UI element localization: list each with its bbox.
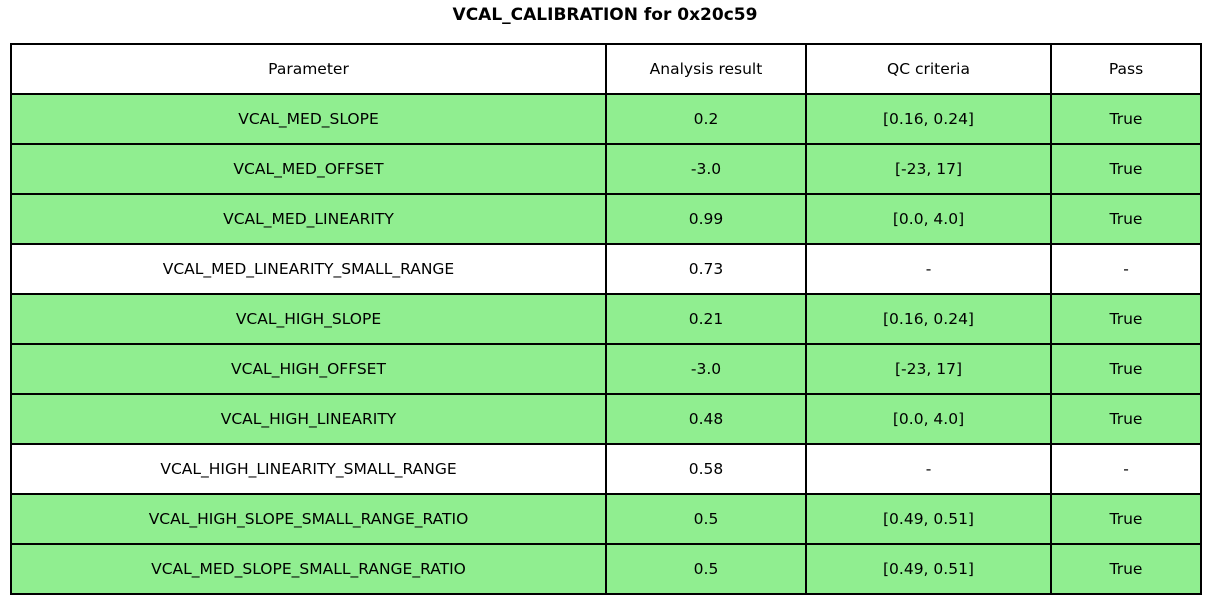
table-row: VCAL_HIGH_LINEARITY 0.48 [0.0, 4.0] True — [10, 393, 1202, 445]
table-row: VCAL_HIGH_LINEARITY_SMALL_RANGE 0.58- - — [10, 443, 1202, 495]
parameter-cell: VCAL_HIGH_LINEARITY_SMALL_RANGE — [10, 443, 607, 495]
parameter-cell: VCAL_MED_LINEARITY_SMALL_RANGE — [10, 243, 607, 295]
column-header-analysis-result: Analysis result — [605, 43, 807, 95]
table-header: Parameter Analysis result QC criteria Pa… — [10, 43, 1202, 95]
pass-cell: True — [1050, 493, 1202, 545]
pass-cell: True — [1050, 393, 1202, 445]
parameter-cell: VCAL_MED_OFFSET — [10, 143, 607, 195]
parameter-cell: VCAL_MED_SLOPE_SMALL_RANGE_RATIO — [10, 543, 607, 595]
table-row: VCAL_MED_SLOPE 0.2 [0.16, 0.24] True — [10, 93, 1202, 145]
qc-criteria-cell: [0.0, 4.0] — [805, 193, 1052, 245]
parameter-cell: VCAL_HIGH_LINEARITY — [10, 393, 607, 445]
parameter-cell: VCAL_HIGH_SLOPE_SMALL_RANGE_RATIO — [10, 493, 607, 545]
parameter-cell: VCAL_HIGH_SLOPE — [10, 293, 607, 345]
qc-criteria-cell: [0.0, 4.0] — [805, 393, 1052, 445]
analysis-result-cell: -3.0 — [605, 343, 807, 395]
header-row: Parameter Analysis result QC criteria Pa… — [10, 43, 1202, 95]
pass-cell: True — [1050, 93, 1202, 145]
qc-criteria-cell: [0.16, 0.24] — [805, 93, 1052, 145]
table-row: VCAL_HIGH_OFFSET -3.0 [-23, 17] True — [10, 343, 1202, 395]
pass-cell: True — [1050, 343, 1202, 395]
analysis-result-cell: -3.0 — [605, 143, 807, 195]
analysis-result-cell: 0.2 — [605, 93, 807, 145]
pass-cell: - — [1050, 443, 1202, 495]
analysis-result-cell: 0.58 — [605, 443, 807, 495]
table-body: VCAL_MED_SLOPE 0.2 [0.16, 0.24] True VCAL_ME… — [10, 93, 1202, 595]
parameter-cell: VCAL_MED_SLOPE — [10, 93, 607, 145]
qc-criteria-cell: [0.16, 0.24] — [805, 293, 1052, 345]
qc-criteria-cell: - — [805, 443, 1052, 495]
table-row: VCAL_MED_LINEARITY_SMALL_RANGE 0.73- - — [10, 243, 1202, 295]
column-header-qc-criteria: QC criteria — [805, 43, 1052, 95]
analysis-result-cell: 0.5 — [605, 543, 807, 595]
analysis-result-cell: 0.5 — [605, 493, 807, 545]
qc-criteria-cell: [0.49, 0.51] — [805, 543, 1052, 595]
pass-cell: - — [1050, 243, 1202, 295]
table-row: VCAL_MED_SLOPE_SMALL_RANGE_RATIO 0.5 [0.49… — [10, 543, 1202, 595]
qc-criteria-cell: - — [805, 243, 1052, 295]
qc-criteria-cell: [0.49, 0.51] — [805, 493, 1052, 545]
analysis-result-cell: 0.99 — [605, 193, 807, 245]
pass-cell: True — [1050, 293, 1202, 345]
pass-cell: True — [1050, 143, 1202, 195]
table-row: VCAL_HIGH_SLOPE_SMALL_RANGE_RATIO 0.5 [0.4… — [10, 493, 1202, 545]
column-header-pass: Pass — [1050, 43, 1202, 95]
table-row: VCAL_MED_OFFSET -3.0 [-23, 17] True — [10, 143, 1202, 195]
pass-cell: True — [1050, 543, 1202, 595]
pass-cell: True — [1050, 193, 1202, 245]
table-row: VCAL_MED_LINEARITY 0.99 [0.0, 4.0] True — [10, 193, 1202, 245]
analysis-result-cell: 0.73 — [605, 243, 807, 295]
analysis-result-cell: 0.48 — [605, 393, 807, 445]
column-header-parameter: Parameter — [10, 43, 607, 95]
chart-title: VCAL_CALIBRATION for 0x20c59 — [452, 5, 758, 25]
qc-criteria-cell: [-23, 17] — [805, 143, 1052, 195]
qc-results-table: Parameter Analysis result QC criteria Pa… — [10, 43, 1202, 595]
qc-criteria-cell: [-23, 17] — [805, 343, 1052, 395]
analysis-result-cell: 0.21 — [605, 293, 807, 345]
parameter-cell: VCAL_HIGH_OFFSET — [10, 343, 607, 395]
parameter-cell: VCAL_MED_LINEARITY — [10, 193, 607, 245]
table-row: VCAL_HIGH_SLOPE 0.21 [0.16, 0.24] True — [10, 293, 1202, 345]
